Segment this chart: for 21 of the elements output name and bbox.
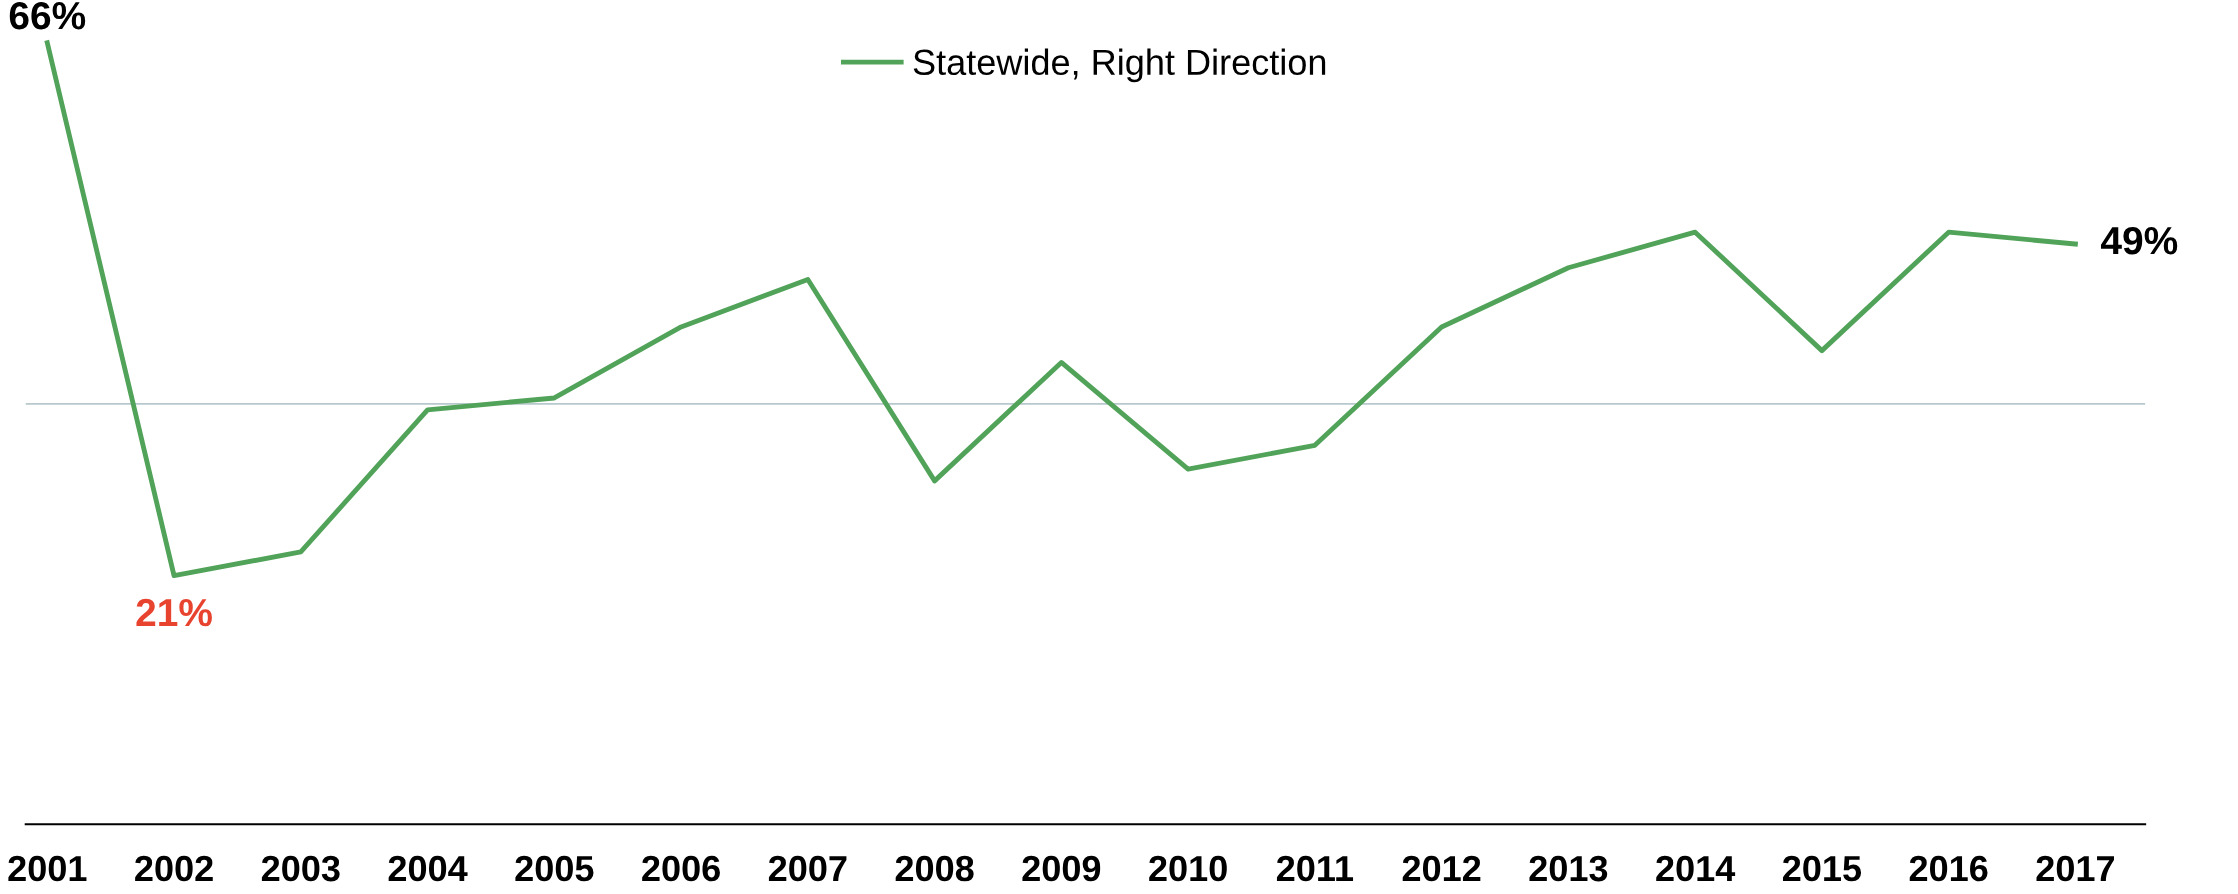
x-tick-label: 2004 <box>388 855 468 882</box>
x-tick-label: 2007 <box>768 855 847 882</box>
data-label: 21% <box>136 598 212 627</box>
x-tick-label: 2008 <box>895 855 974 882</box>
x-tick-label: 2012 <box>1402 855 1481 882</box>
x-tick-label: 2001 <box>8 855 87 882</box>
x-tick-label: 2014 <box>1656 855 1736 882</box>
x-tick-label: 2017 <box>2036 855 2114 882</box>
x-tick-label: 2015 <box>1782 855 1862 882</box>
x-tick-label: 2011 <box>1276 855 1354 882</box>
x-tick-label: 2010 <box>1149 855 1227 882</box>
x-tick-label: 2002 <box>135 855 213 882</box>
data-label: 49% <box>2101 226 2178 255</box>
x-tick-label: 2013 <box>1529 855 1608 882</box>
x-tick-label: 2016 <box>1909 855 1988 882</box>
legend-label: Statewide, Right Direction <box>913 48 1326 83</box>
x-tick-label: 2005 <box>515 855 594 882</box>
x-tick-label: 2009 <box>1022 855 1101 882</box>
data-label: 66% <box>9 1 86 30</box>
x-tick-label: 2003 <box>261 855 340 882</box>
x-tick-label: 2006 <box>642 855 720 882</box>
